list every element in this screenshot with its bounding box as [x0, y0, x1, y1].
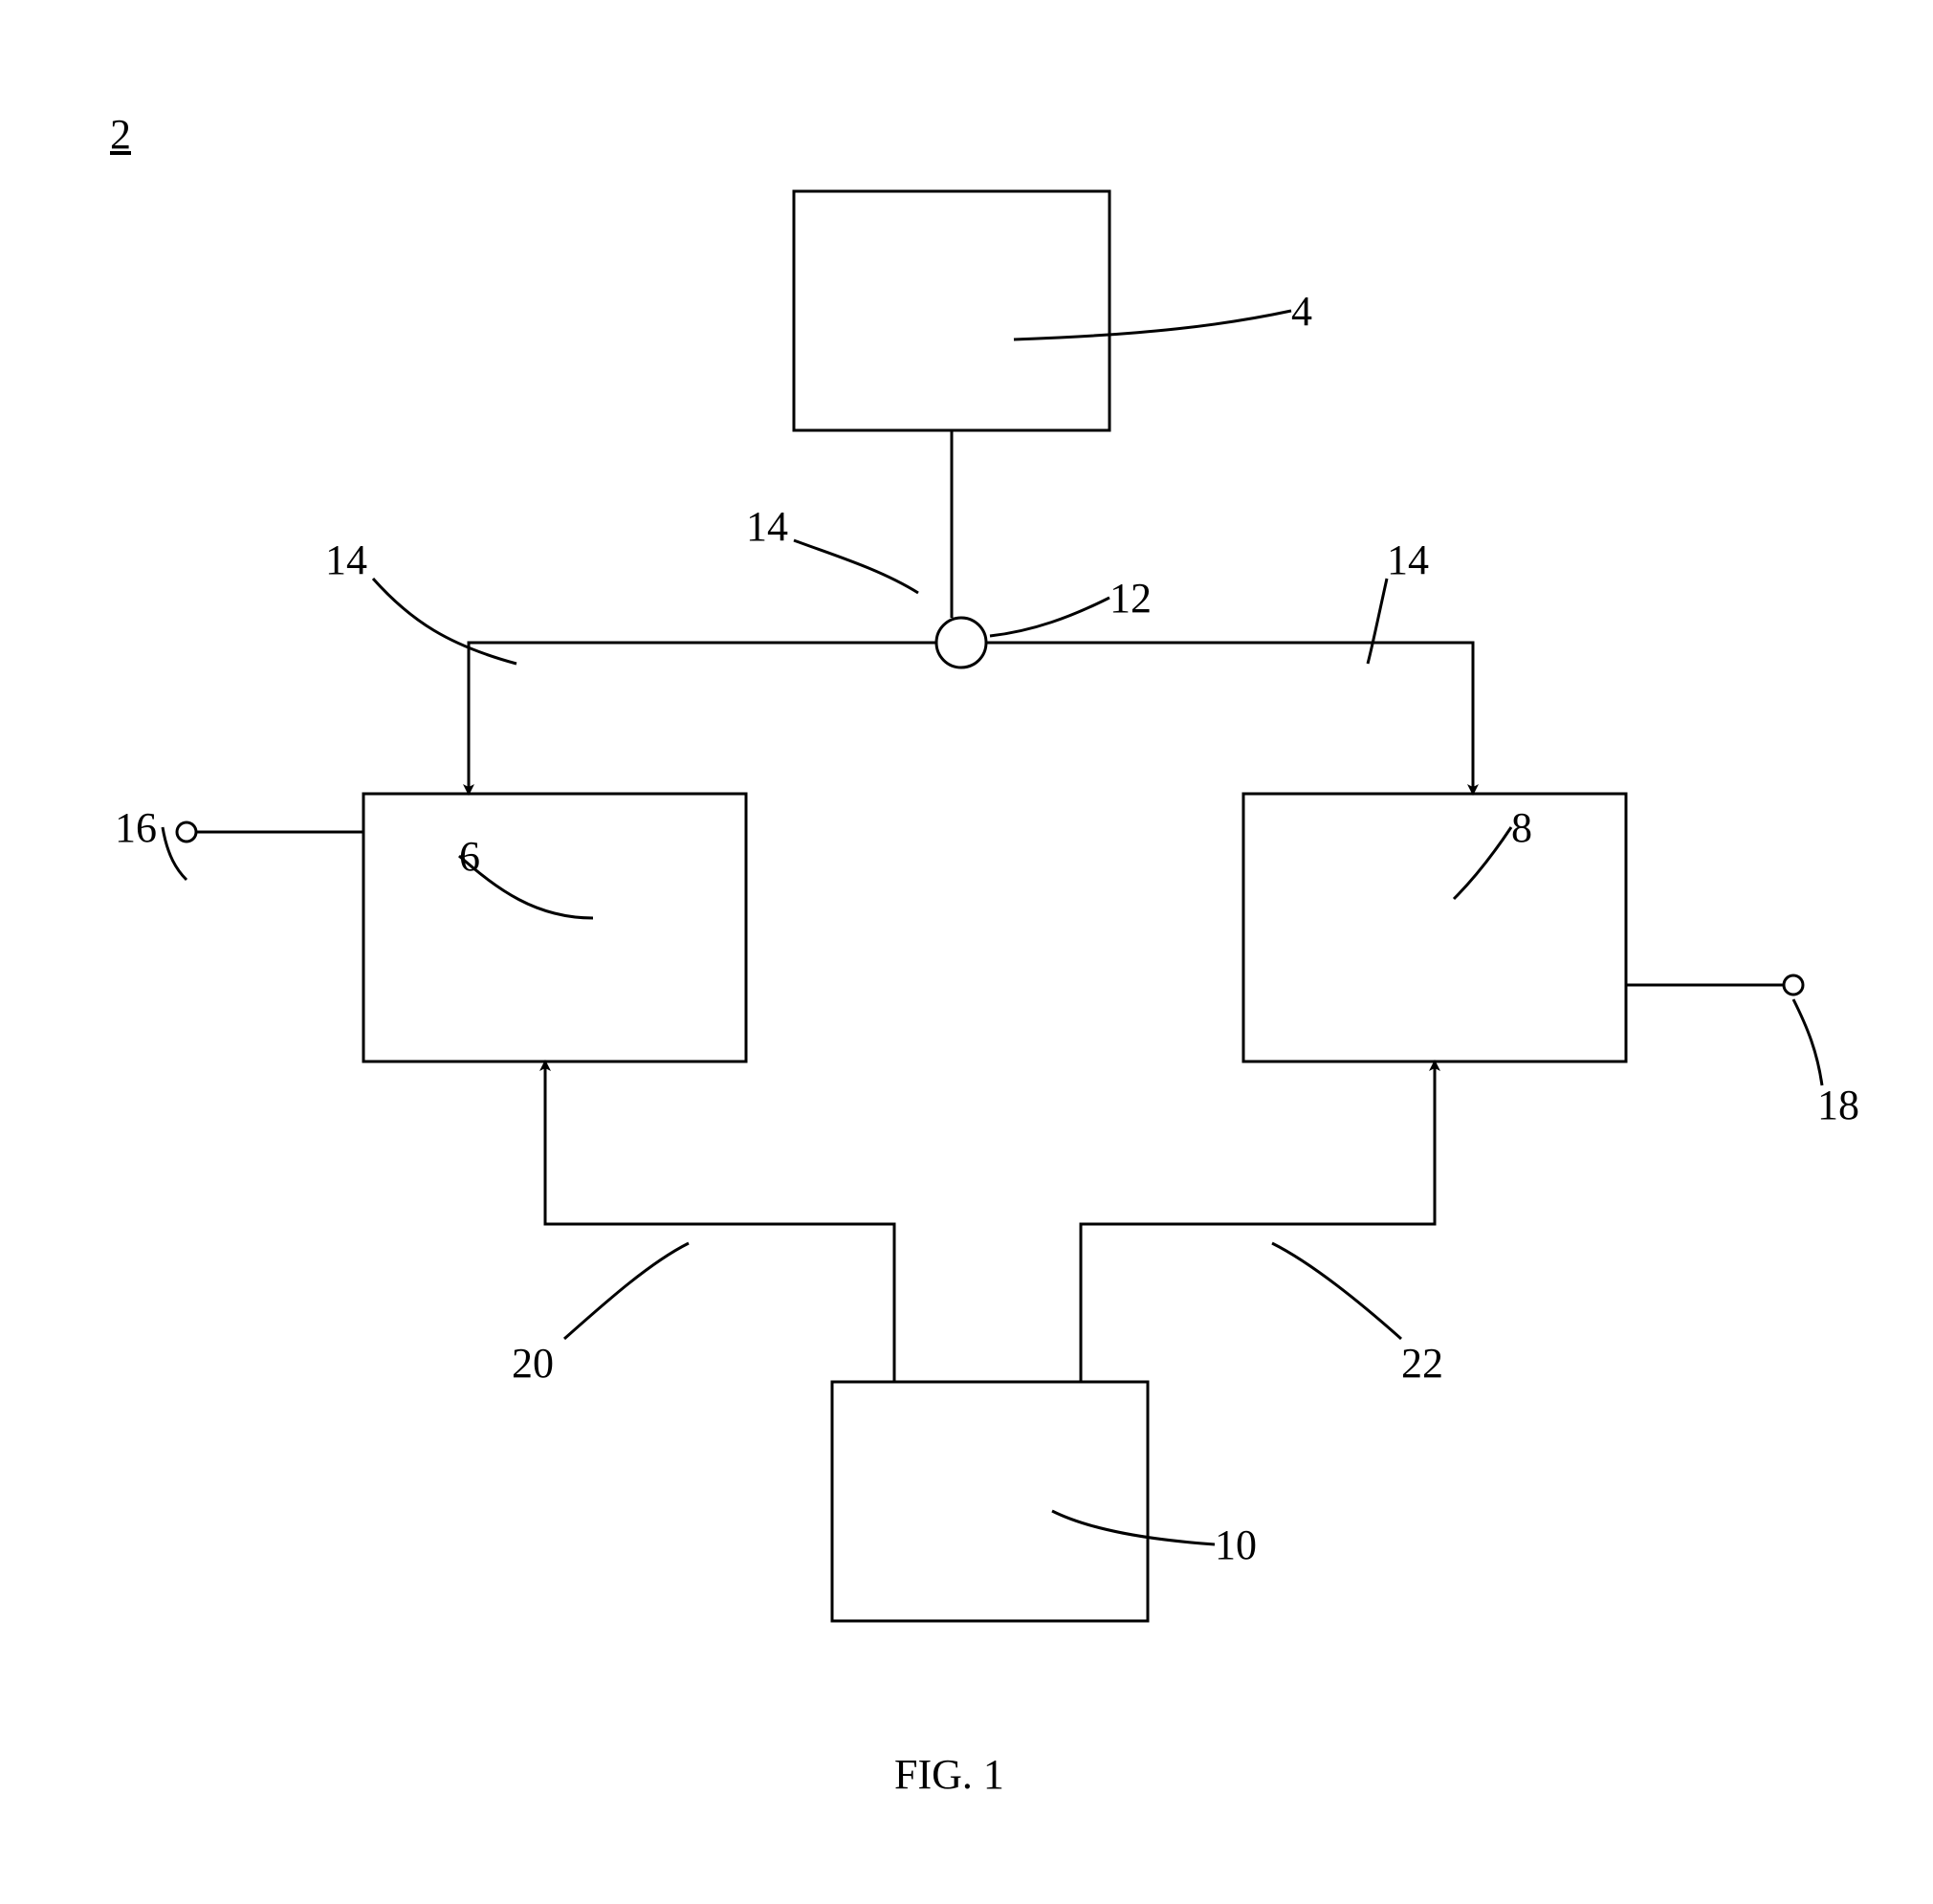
figure-caption: FIG. 1 [894, 1750, 1004, 1799]
diagram-canvas: 2 4 6 8 10 12 14 14 14 16 18 20 22 FIG. … [0, 0, 1933, 1904]
leader-8 [1454, 827, 1511, 899]
diagram-svg [0, 0, 1933, 1904]
leader-14c [1368, 579, 1387, 664]
terminal-right [1784, 975, 1803, 995]
leader-12 [990, 598, 1109, 636]
label-14a: 14 [325, 536, 367, 584]
terminal-left [177, 822, 196, 842]
block-top [794, 191, 1109, 430]
leader-10 [1052, 1511, 1215, 1544]
block-left [363, 794, 746, 1061]
label-20: 20 [512, 1339, 554, 1388]
connector-bottom-to-right [1081, 1061, 1435, 1382]
leader-14a [373, 579, 516, 664]
leader-4 [1014, 311, 1291, 339]
label-22: 22 [1401, 1339, 1443, 1388]
label-8: 8 [1511, 803, 1532, 852]
label-18: 18 [1817, 1081, 1859, 1129]
leader-22 [1272, 1243, 1401, 1339]
junction-node [936, 618, 986, 667]
block-right [1243, 794, 1626, 1061]
label-14c: 14 [1387, 536, 1429, 584]
label-16: 16 [115, 803, 157, 852]
connector-junction-to-left [469, 643, 936, 794]
leader-20 [564, 1243, 689, 1339]
leader-18 [1793, 999, 1822, 1085]
label-12: 12 [1109, 574, 1152, 623]
label-6: 6 [459, 832, 480, 881]
connector-bottom-to-left [545, 1061, 894, 1382]
label-10: 10 [1215, 1521, 1257, 1569]
label-14b: 14 [746, 502, 788, 551]
leader-14b [794, 540, 918, 593]
block-bottom [832, 1382, 1148, 1621]
figure-number: 2 [110, 110, 131, 159]
label-4: 4 [1291, 287, 1312, 336]
connector-junction-to-right [986, 643, 1473, 794]
